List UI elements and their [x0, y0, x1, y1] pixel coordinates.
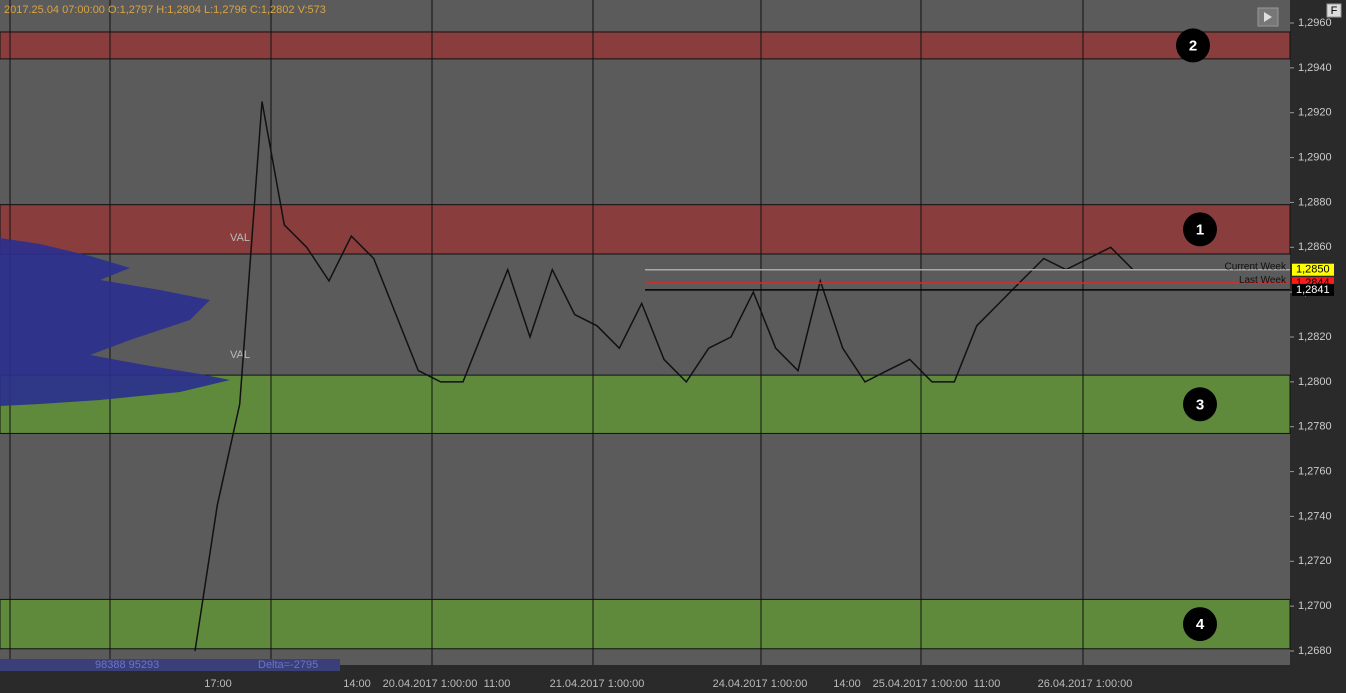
- level-label: 1,2850: [1296, 264, 1330, 276]
- play-icon: [1264, 12, 1272, 22]
- y-tick-label: 1,2800: [1298, 376, 1332, 388]
- x-tick-label: 17:00: [204, 678, 232, 690]
- y-tick-label: 1,2960: [1298, 17, 1332, 29]
- x-tick-label: 14:00: [343, 678, 371, 690]
- footer-volume: 98388 95293: [95, 659, 159, 671]
- delta: Delta=-2795: [258, 659, 318, 671]
- x-tick-label: 11:00: [484, 678, 511, 690]
- zone: [0, 598, 1291, 650]
- volume-profile: [0, 238, 230, 406]
- val-label: VAL: [230, 349, 250, 361]
- zone-badge: [1183, 212, 1217, 247]
- zone-label: 2: [1189, 37, 1197, 54]
- y-tick-label: 1,2820: [1298, 331, 1332, 343]
- y-tick-label: 1,2900: [1298, 151, 1332, 163]
- val-label: VAL: [230, 232, 250, 244]
- y-tick-label: 1,2700: [1298, 600, 1332, 612]
- level-marker: [1292, 283, 1334, 296]
- zone-badge: [1183, 387, 1217, 422]
- zone: [0, 204, 1291, 255]
- plot-background: [0, 0, 1290, 665]
- x-tick-label: 24.04.2017 1:00:00: [713, 678, 808, 690]
- f-button[interactable]: [1326, 3, 1342, 18]
- zone: [0, 31, 1291, 60]
- x-tick-label: 21.04.2017 1:00:00: [550, 678, 645, 690]
- y-tick-label: 1,2760: [1298, 465, 1332, 477]
- x-tick-label: 26.04.2017 1:00:00: [1038, 678, 1133, 690]
- zone-label: 3: [1196, 396, 1204, 413]
- f-button-label[interactable]: F: [1331, 5, 1338, 17]
- y-tick-label: 1,2740: [1298, 510, 1332, 522]
- zone-label: 4: [1196, 616, 1205, 633]
- zone: [0, 374, 1291, 434]
- level-name: Current Week: [1224, 261, 1287, 272]
- y-tick-label: 1,2780: [1298, 421, 1332, 433]
- zone-badge: [1176, 28, 1210, 63]
- y-tick-label: 1,2680: [1298, 645, 1332, 657]
- x-tick-label: 20.04.2017 1:00:00: [383, 678, 478, 690]
- x-tick-label: 25.04.2017 1:00:00: [873, 678, 968, 690]
- y-tick-label: 1,2720: [1298, 555, 1332, 567]
- zone-label: 1: [1196, 221, 1204, 238]
- zone-badge: [1183, 607, 1217, 642]
- price-line: [194, 101, 1134, 652]
- level-name: Last Week: [1239, 275, 1287, 286]
- level-label: 1,2841: [1296, 284, 1330, 296]
- level-marker: [1292, 263, 1334, 276]
- y-tick-label: 1,2920: [1298, 107, 1332, 119]
- axis-background: [1290, 0, 1346, 693]
- x-tick-label: 14:00: [833, 678, 861, 690]
- y-tick-label: 1,2880: [1298, 196, 1332, 208]
- y-tick-label: 1,2860: [1298, 241, 1332, 253]
- header: 2017.25.04 07:00:00 O:1,2797 H:1,2804 L:…: [4, 4, 326, 16]
- y-tick-label: 1,2940: [1298, 62, 1332, 74]
- footer-bar: [0, 659, 340, 671]
- x-tick-label: 11:00: [974, 678, 1001, 690]
